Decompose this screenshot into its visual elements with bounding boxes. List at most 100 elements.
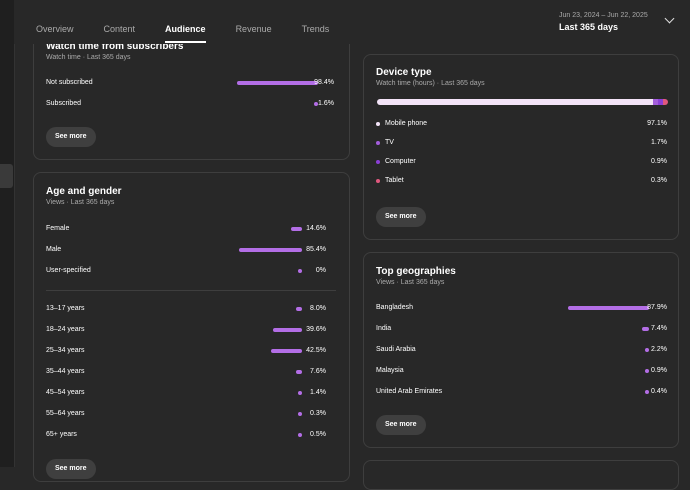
- geography-bar[interactable]: [642, 327, 649, 331]
- device-type-see-more-button[interactable]: See more: [376, 207, 426, 227]
- geography-row: Malaysia 0.9%: [376, 365, 667, 377]
- age-group-row: 65+ years 0.5%: [46, 429, 326, 441]
- legend-dot-icon: [376, 160, 380, 164]
- geography-label: Malaysia: [376, 367, 404, 374]
- geography-bar[interactable]: [645, 390, 649, 394]
- age-group-value: 0.5%: [310, 431, 326, 438]
- age-group-label: 45–54 years: [46, 389, 85, 396]
- age-group-bar[interactable]: [298, 412, 302, 416]
- tab-content[interactable]: Content: [103, 24, 136, 34]
- subscriber-status-row: Not subscribed 98.4%: [46, 77, 334, 89]
- date-range-text: Jun 23, 2024 – Jun 22, 2025: [559, 12, 648, 19]
- device-value: 1.7%: [651, 139, 667, 146]
- tab-audience[interactable]: Audience: [165, 0, 206, 44]
- gender-bar[interactable]: [291, 227, 302, 231]
- device-label: Tablet: [385, 177, 404, 184]
- device-type-stacked-bar[interactable]: [377, 99, 668, 105]
- geography-value: 7.4%: [651, 325, 667, 332]
- geography-row: United Arab Emirates 0.4%: [376, 386, 667, 398]
- device-value: 0.9%: [651, 158, 667, 165]
- geography-bar[interactable]: [645, 348, 649, 352]
- age-group-value: 0.3%: [310, 410, 326, 417]
- gender-label: User-specified: [46, 267, 91, 274]
- next-card: [363, 460, 679, 490]
- tab-revenue[interactable]: Revenue: [235, 24, 272, 34]
- gender-row: Female 14.6%: [46, 223, 326, 235]
- tab-trends[interactable]: Trends: [301, 24, 330, 34]
- geography-row: India 7.4%: [376, 323, 667, 335]
- age-group-value: 39.6%: [306, 326, 326, 333]
- gender-label: Male: [46, 246, 62, 253]
- age-gender-card: Age and gender Views · Last 365 days Fem…: [33, 172, 350, 482]
- geography-bar[interactable]: [568, 306, 649, 310]
- top-geographies-subtitle: Views · Last 365 days: [376, 279, 445, 286]
- geography-value: 2.2%: [651, 346, 667, 353]
- subscriber-status-row: Subscribed 1.6%: [46, 98, 334, 110]
- date-range-selector[interactable]: Jun 23, 2024 – Jun 22, 2025 Last 365 day…: [559, 12, 648, 32]
- sidebar-scroll-handle[interactable]: [0, 164, 13, 188]
- geography-row: Bangladesh 87.9%: [376, 302, 667, 314]
- gender-label: Female: [46, 225, 70, 232]
- subscriber-status-bar[interactable]: [314, 102, 318, 106]
- age-group-bar[interactable]: [296, 307, 302, 311]
- legend-dot-icon: [376, 179, 380, 183]
- age-group-value: 8.0%: [310, 305, 326, 312]
- device-value: 97.1%: [647, 120, 667, 127]
- age-group-label: 65+ years: [46, 431, 77, 438]
- device-label: TV: [385, 139, 394, 146]
- age-group-bar[interactable]: [270, 349, 302, 353]
- gender-bar[interactable]: [238, 248, 302, 252]
- date-period-text: Last 365 days: [559, 22, 619, 32]
- age-group-value: 1.4%: [310, 389, 326, 396]
- legend-dot-icon: [376, 122, 380, 126]
- device-label: Computer: [385, 158, 416, 165]
- age-group-value: 42.5%: [306, 347, 326, 354]
- age-group-label: 13–17 years: [46, 305, 85, 312]
- age-group-bar[interactable]: [298, 433, 302, 437]
- chevron-down-icon[interactable]: [664, 13, 675, 24]
- device-segment-computer[interactable]: [657, 99, 663, 105]
- gender-bar[interactable]: [298, 269, 302, 273]
- geography-row: Saudi Arabia 2.2%: [376, 344, 667, 356]
- age-group-row: 13–17 years 8.0%: [46, 303, 326, 315]
- age-group-bar[interactable]: [298, 391, 302, 395]
- top-geographies-see-more-button[interactable]: See more: [376, 415, 426, 435]
- top-geographies-card: Top geographies Views · Last 365 days Ba…: [363, 252, 679, 448]
- age-group-bar[interactable]: [272, 328, 302, 332]
- subscriber-status-bar[interactable]: [237, 81, 318, 85]
- gender-value: 14.6%: [306, 225, 326, 232]
- device-legend-row: TV 1.7%: [376, 137, 667, 149]
- legend-dot-icon: [376, 141, 380, 145]
- top-geographies-title: Top geographies: [376, 266, 456, 277]
- device-value: 0.3%: [651, 177, 667, 184]
- geography-value: 0.9%: [651, 367, 667, 374]
- tab-overview[interactable]: Overview: [36, 24, 74, 34]
- device-segment-mobile-phone[interactable]: [377, 99, 653, 105]
- gender-row: Male 85.4%: [46, 244, 326, 256]
- device-segment-tv[interactable]: [652, 99, 658, 105]
- geography-label: Bangladesh: [376, 304, 413, 311]
- geography-bar[interactable]: [645, 369, 649, 373]
- device-legend-row: Mobile phone 97.1%: [376, 118, 667, 130]
- subscribers-title: Watch time from subscribers: [46, 41, 184, 52]
- age-group-label: 18–24 years: [46, 326, 85, 333]
- device-type-subtitle: Watch time (hours) · Last 365 days: [376, 80, 485, 87]
- age-group-bar[interactable]: [296, 370, 302, 374]
- subscribers-subtitle: Watch time · Last 365 days: [46, 54, 131, 61]
- device-type-title: Device type: [376, 67, 432, 78]
- device-legend-row: Computer 0.9%: [376, 156, 667, 168]
- age-gender-divider: [46, 290, 336, 291]
- device-segment-tablet[interactable]: [662, 99, 668, 105]
- analytics-header: Overview Content Audience Revenue Trends Jun…: [14, 0, 690, 44]
- subscriber-status-label: Subscribed: [46, 100, 82, 107]
- device-label: Mobile phone: [385, 120, 428, 127]
- gender-value: 0%: [315, 267, 326, 274]
- age-group-label: 35–44 years: [46, 368, 85, 375]
- geography-value: 87.9%: [647, 304, 667, 311]
- age-gender-see-more-button[interactable]: See more: [46, 459, 96, 479]
- gender-row: User-specified 0%: [46, 265, 326, 277]
- age-group-label: 55–64 years: [46, 410, 85, 417]
- age-group-row: 45–54 years 1.4%: [46, 387, 326, 399]
- subscribers-see-more-button[interactable]: See more: [46, 127, 96, 147]
- subscriber-status-value: 1.6%: [318, 100, 334, 107]
